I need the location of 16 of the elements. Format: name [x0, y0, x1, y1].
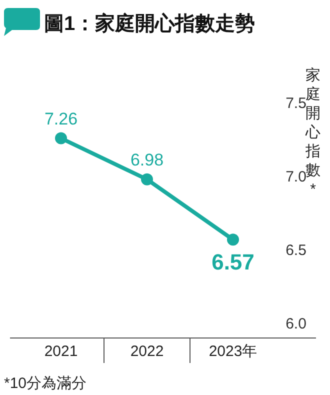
y-tick-label: 7.0 — [286, 168, 306, 186]
data-label: 7.26 — [44, 109, 78, 128]
x-tick-label: 2022 — [130, 343, 164, 360]
y-tick-label: 6.5 — [286, 242, 306, 259]
x-tick-label: 2021 — [44, 343, 78, 360]
y-tick-label: 6.0 — [286, 315, 306, 332]
data-label: 6.57 — [212, 250, 254, 275]
y-tick-label: 7.5 — [286, 95, 306, 112]
text: *10分為滿分 — [4, 375, 87, 392]
data-label: 6.98 — [130, 150, 164, 170]
point — [55, 132, 67, 144]
chart-title: 圖1：家庭開心指數走勢 — [44, 12, 256, 35]
x-tick-label: 2023年 — [208, 343, 258, 360]
point — [227, 234, 239, 246]
y-axis-title: 家庭開心指數* — [304, 67, 320, 198]
point — [141, 173, 153, 186]
